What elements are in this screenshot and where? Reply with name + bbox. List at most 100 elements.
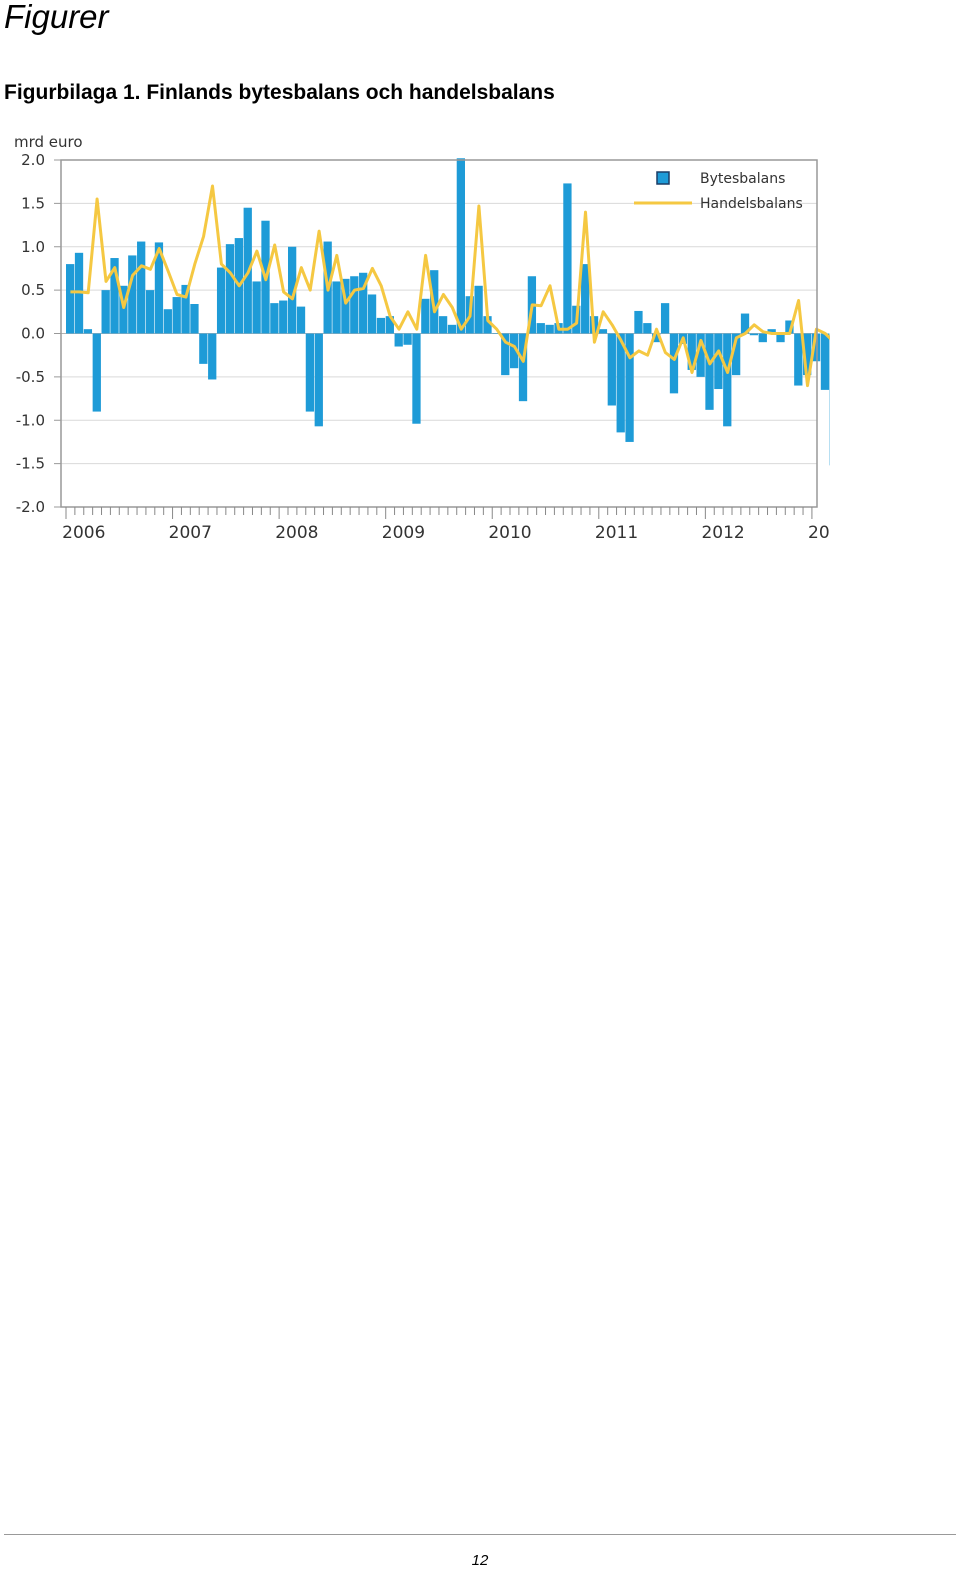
bar	[163, 309, 172, 334]
bar	[518, 333, 528, 402]
bar	[732, 333, 741, 376]
bar	[652, 333, 661, 343]
bar	[145, 290, 155, 334]
bar	[199, 333, 208, 364]
bar	[803, 333, 812, 376]
bar	[83, 329, 93, 334]
bar	[616, 333, 625, 433]
bar	[598, 329, 608, 334]
bar	[110, 258, 119, 334]
x-tick-label: 2009	[382, 523, 425, 543]
x-axis-ticks: 200620072008200920102011201220132014	[62, 507, 830, 543]
bar	[270, 303, 279, 334]
y-tick-labels: 2.0 1.5 1.0 0.5 0.0 -0.5 -1.0 -1.5 -2.0	[16, 151, 61, 516]
bar	[367, 294, 377, 334]
bar	[154, 242, 164, 334]
bar	[385, 316, 394, 334]
bar	[776, 333, 785, 343]
bar	[607, 333, 616, 406]
bar	[510, 333, 519, 369]
bar	[128, 255, 137, 334]
legend-bytesbalans-label: Bytesbalans	[700, 171, 785, 187]
balance-chart: mrd euro 2.0 1.5 1.0 0.5 0.0 -0.5 -1.0 -1.5 -2.0…	[14, 133, 830, 543]
bar	[314, 333, 323, 427]
x-tick-label: 2012	[701, 523, 744, 543]
bar	[296, 306, 306, 334]
bar	[181, 284, 190, 334]
y-tick-label: 1.0	[21, 238, 45, 256]
bar	[288, 246, 297, 334]
footer-rule	[4, 1534, 956, 1535]
bar	[438, 316, 448, 334]
y-tick-label: 1.5	[21, 194, 45, 212]
bar	[252, 281, 261, 334]
bar	[341, 278, 350, 334]
bar	[456, 158, 465, 334]
bar	[705, 333, 714, 410]
bar	[536, 323, 545, 334]
y-axis-label: mrd euro	[14, 133, 83, 151]
bar	[643, 323, 652, 334]
bar	[687, 333, 696, 370]
bar	[785, 320, 794, 334]
bar	[447, 324, 457, 334]
y-tick-label: 0.0	[21, 325, 45, 343]
bar	[794, 333, 803, 386]
x-tick-label: 2010	[488, 523, 531, 543]
bar	[767, 329, 776, 334]
x-tick-label: 2007	[169, 523, 212, 543]
y-tick-label: -1.5	[16, 455, 45, 473]
bar	[501, 333, 510, 376]
page-number: 12	[471, 1552, 489, 1569]
bar	[749, 333, 759, 336]
bar	[758, 333, 767, 343]
legend-handelsbalans-label: Handelsbalans	[700, 196, 803, 212]
bar	[279, 300, 288, 334]
bar	[660, 303, 670, 334]
bar	[119, 285, 128, 334]
bar	[474, 285, 483, 334]
y-tick-label: 0.5	[21, 281, 45, 299]
y-tick-label: -2.0	[16, 498, 45, 516]
section-heading: Figurer	[4, 0, 109, 35]
x-tick-label: 2008	[275, 523, 318, 543]
bar	[101, 290, 110, 334]
bar	[208, 333, 217, 380]
bar	[172, 297, 181, 334]
bar	[350, 276, 359, 334]
bar	[483, 316, 492, 334]
bar	[820, 333, 830, 390]
x-tick-label: 2006	[62, 523, 105, 543]
bar	[669, 333, 679, 394]
bar	[714, 333, 723, 390]
bar	[625, 333, 634, 442]
y-tick-label: -0.5	[16, 368, 45, 386]
bar	[225, 244, 235, 334]
bar	[421, 298, 430, 334]
legend-bar-swatch	[656, 171, 670, 185]
bar	[545, 324, 554, 334]
bar	[811, 333, 821, 362]
figure-caption: Figurbilaga 1. Finlands bytesbalans och …	[4, 81, 555, 104]
bar	[216, 267, 226, 334]
handelsbalans-line	[70, 184, 830, 388]
x-tick-label: 2013	[808, 523, 830, 543]
bar	[190, 304, 199, 334]
bar	[137, 241, 146, 334]
bar	[723, 333, 732, 427]
bar	[492, 333, 501, 334]
y-tick-label: -1.0	[16, 411, 45, 429]
bar	[359, 272, 368, 334]
bar	[305, 333, 315, 412]
bar	[66, 264, 75, 334]
bar	[376, 317, 386, 334]
chart-legend: Bytesbalans Handelsbalans	[634, 171, 803, 212]
bar	[332, 281, 341, 334]
bar	[634, 310, 643, 334]
bar	[403, 333, 412, 345]
handelsbalans-line-group	[70, 184, 830, 388]
bar	[581, 264, 590, 334]
bar	[740, 313, 750, 334]
bar	[412, 333, 421, 424]
bar	[394, 333, 403, 347]
